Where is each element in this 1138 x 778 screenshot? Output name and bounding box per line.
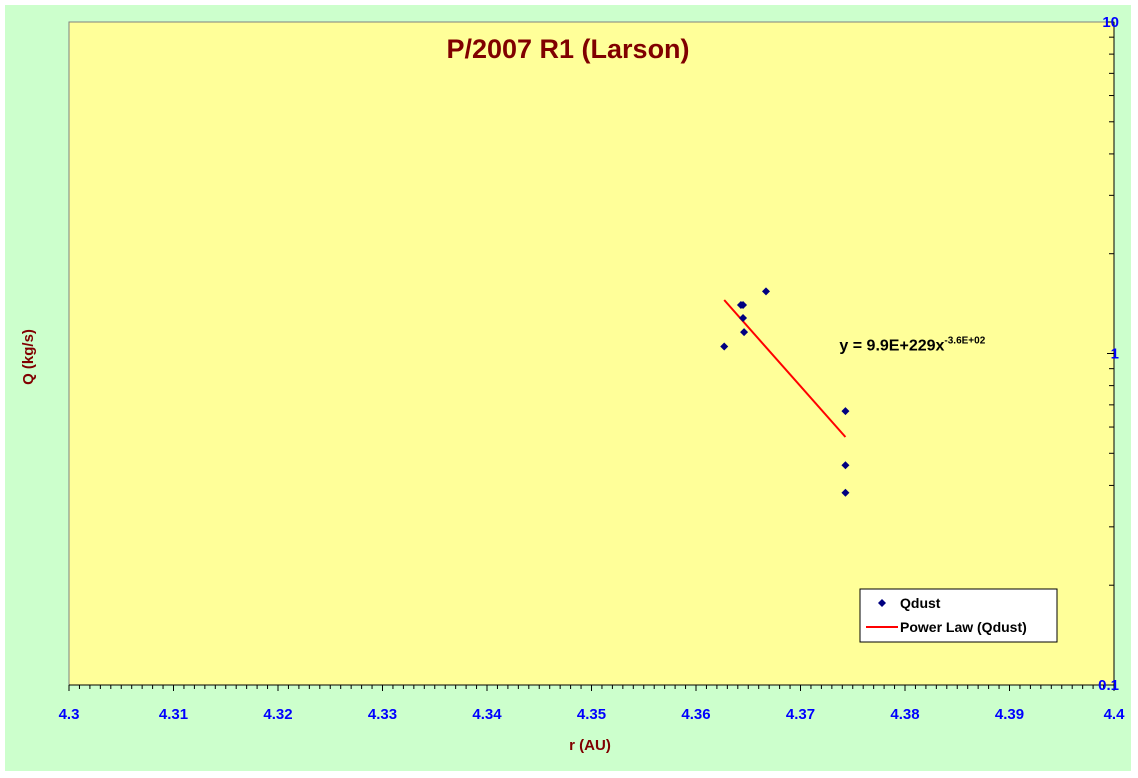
chart-title: P/2007 R1 (Larson) <box>446 34 689 64</box>
x-tick-label: 4.34 <box>472 706 502 723</box>
plot-area <box>68 21 1115 686</box>
trendline-layer <box>723 299 847 438</box>
x-axis-title: r (AU) <box>569 737 611 754</box>
power-law-trendline <box>723 299 847 438</box>
axis-ticks: 4.3 4.31 4.32 4.33 4.34 4.35 4.36 4.37 4.38 4.39 4… <box>59 14 1126 723</box>
x-tick-label: 4.4 <box>1104 706 1126 723</box>
x-tick-label: 4.33 <box>368 706 397 723</box>
y-tick-label: 10 <box>1102 14 1119 31</box>
x-tick-label: 4.31 <box>159 706 188 723</box>
y-tick-label: 0.1 <box>1098 677 1119 694</box>
legend-box <box>859 588 1058 643</box>
x-tick-label: 4.32 <box>263 706 292 723</box>
data-point-qdust <box>739 313 748 322</box>
data-point-qdust <box>841 461 850 470</box>
data-points <box>720 287 850 497</box>
equation-exponent: -3.6E+02 <box>944 336 985 347</box>
x-tick-label: 4.3 <box>59 706 80 723</box>
data-point-qdust <box>740 328 749 337</box>
x-tick-label: 4.39 <box>995 706 1024 723</box>
legend-label-qdust: Qdust <box>900 595 941 611</box>
data-point-qdust <box>762 287 771 296</box>
x-tick-label: 4.35 <box>577 706 606 723</box>
legend: Qdust Power Law (Qdust) <box>859 588 1058 643</box>
legend-label-power-law: Power Law (Qdust) <box>900 619 1027 635</box>
data-point-qdust <box>841 488 850 497</box>
data-point-qdust <box>841 407 850 416</box>
y-axis-title: Q (kg/s) <box>20 329 37 385</box>
y-tick-label: 1 <box>1111 346 1119 363</box>
x-tick-label: 4.37 <box>786 706 815 723</box>
chart-svg: 4.3 4.31 4.32 4.33 4.34 4.35 4.36 4.37 4.38 4.39 4… <box>20 14 1126 754</box>
data-point-qdust <box>739 301 748 310</box>
chart-area: 4.3 4.31 4.32 4.33 4.34 4.35 4.36 4.37 4.38 4.39 4… <box>5 5 1131 771</box>
equation-main: y = 9.9E+229x <box>839 338 944 355</box>
x-tick-label: 4.36 <box>681 706 710 723</box>
legend-marker-qdust <box>878 599 886 607</box>
data-point-qdust <box>720 342 729 351</box>
trendline-equation: y = 9.9E+229x-3.6E+02 <box>839 336 985 355</box>
x-tick-label: 4.38 <box>890 706 919 723</box>
